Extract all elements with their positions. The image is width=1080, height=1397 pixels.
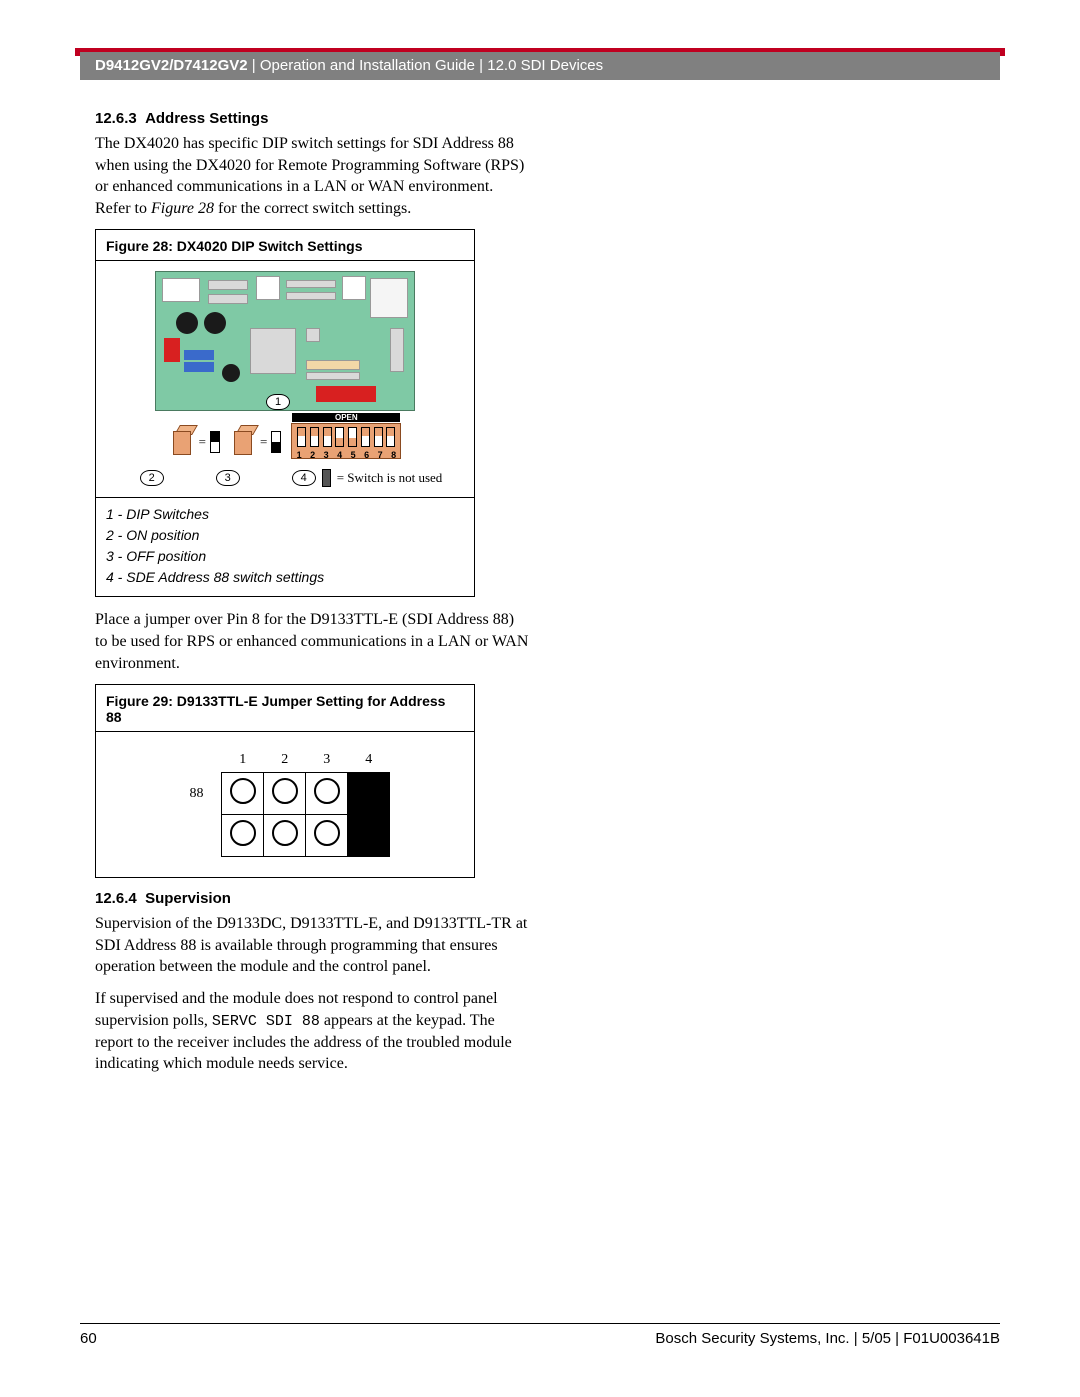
capacitor-icon xyxy=(204,312,226,334)
section-heading-2: 12.6.4 Supervision xyxy=(95,890,530,907)
dip-location xyxy=(316,386,376,402)
unused-switch-icon xyxy=(322,469,331,487)
chip xyxy=(208,280,248,290)
callout-2: 2 xyxy=(140,470,164,486)
jumper-cell xyxy=(222,773,264,815)
jumper-cell xyxy=(264,773,306,815)
iso-switch-on-icon xyxy=(169,425,195,459)
jumper-cell xyxy=(222,815,264,857)
chip xyxy=(162,278,200,302)
chip xyxy=(342,276,366,300)
red-block xyxy=(164,338,180,362)
figure-28-legend: 1 - DIP Switches 2 - ON position 3 - OFF… xyxy=(96,497,474,596)
section-heading-1: 12.6.3 Address Settings xyxy=(95,110,530,127)
chip-square xyxy=(250,328,296,374)
figure-29-body: 1 2 3 4 88 xyxy=(96,732,474,877)
figure-28-title: Figure 28: DX4020 DIP Switch Settings xyxy=(96,230,474,261)
iso-switch-off-icon xyxy=(230,425,256,459)
dip-legend-row: = = OPEN xyxy=(106,423,464,459)
chip xyxy=(306,328,320,342)
header-product: D9412GV2/D7412GV2 xyxy=(95,57,248,74)
jumper-cell xyxy=(306,815,348,857)
dip-bank: OPEN 1 2 3 4 5 6 xyxy=(291,423,401,459)
paragraph-3: Supervision of the D9133DC, D9133TTL-E, … xyxy=(95,913,530,978)
page-footer: 60 Bosch Security Systems, Inc. | 5/05 |… xyxy=(80,1323,1000,1347)
figure-28-box: Figure 28: DX4020 DIP Switch Settings xyxy=(95,229,475,597)
chip xyxy=(286,292,336,300)
chip xyxy=(286,280,336,288)
paragraph-2: Place a jumper over Pin 8 for the D9133T… xyxy=(95,609,530,674)
footer-right: Bosch Security Systems, Inc. | 5/05 | F0… xyxy=(655,1330,1000,1347)
jumper-cell xyxy=(306,773,348,815)
chip xyxy=(208,294,248,304)
rect-switch-on-icon xyxy=(210,431,220,453)
capacitor-icon xyxy=(176,312,198,334)
figure-29-title: Figure 29: D9133TTL-E Jumper Setting for… xyxy=(96,685,474,732)
jumper-grid: 1 2 3 4 88 xyxy=(106,752,464,857)
paragraph-1: The DX4020 has specific DIP switch setti… xyxy=(95,133,530,219)
jumper-cell xyxy=(264,815,306,857)
jumper-cell-filled xyxy=(348,773,390,815)
page-number: 60 xyxy=(80,1330,97,1347)
blue-block xyxy=(184,350,214,360)
paragraph-4: If supervised and the module does not re… xyxy=(95,988,530,1075)
figure-29-box: Figure 29: D9133TTL-E Jumper Setting for… xyxy=(95,684,475,878)
jumper-cell-filled xyxy=(348,815,390,857)
switch-note-row: 2 3 4 = Switch is not used xyxy=(112,469,470,487)
chip-strip xyxy=(306,372,360,380)
chip-large xyxy=(370,278,408,318)
figure-28-body: 1 = = OPEN xyxy=(96,261,474,497)
blue-block xyxy=(184,362,214,372)
content-column: 12.6.3 Address Settings The DX4020 has s… xyxy=(95,110,530,1085)
chip xyxy=(256,276,280,300)
chip-strip xyxy=(306,360,360,370)
rect-switch-off-icon xyxy=(271,431,281,453)
callout-4: 4 xyxy=(292,470,316,486)
callout-1: 1 xyxy=(266,392,290,410)
connector xyxy=(390,328,404,372)
callout-3: 3 xyxy=(216,470,240,486)
pcb-board: 1 xyxy=(155,271,415,411)
capacitor-icon xyxy=(222,364,240,382)
header-bar: D9412GV2/D7412GV2 | Operation and Instal… xyxy=(80,52,1000,80)
